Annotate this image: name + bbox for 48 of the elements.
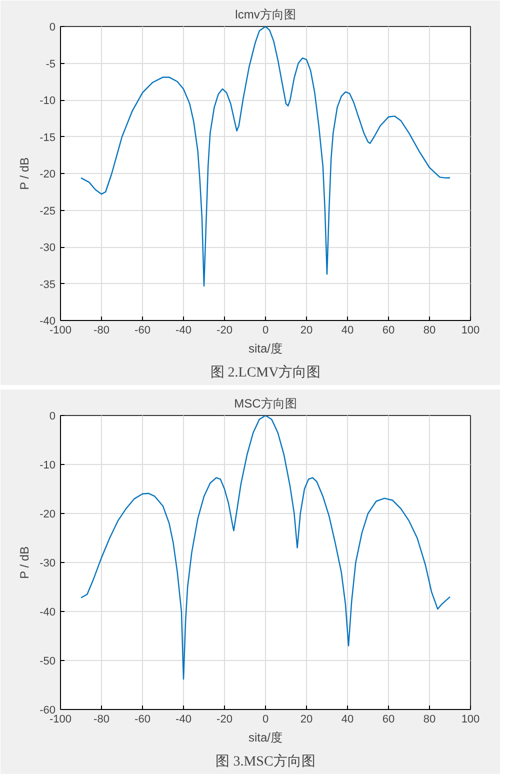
x-tick-label: -40	[176, 324, 192, 336]
y-tick-label: -35	[40, 278, 56, 291]
x-tick-label: 40	[341, 324, 354, 336]
y-tick-label: -10	[40, 95, 56, 107]
y-tick-label: 0	[49, 410, 56, 422]
y-tick-label: -30	[40, 242, 56, 254]
y-tick-label: -60	[40, 704, 56, 716]
y-tick-label: -15	[40, 132, 56, 144]
x-tick-label: 100	[461, 714, 480, 726]
x-tick-label: 60	[382, 714, 395, 726]
y-tick-label: -10	[40, 460, 56, 472]
y-axis-title: P / dB	[18, 157, 32, 190]
x-axis-title: sita/度	[248, 342, 283, 356]
x-tick-label: -60	[134, 324, 150, 336]
y-tick-label: -5	[46, 58, 56, 70]
chart-title: MSC方向图	[234, 396, 297, 410]
y-tick-label: -50	[40, 656, 56, 668]
x-tick-label: -100	[49, 714, 72, 726]
line-series	[80, 416, 451, 680]
y-tick-label: -25	[40, 205, 56, 218]
x-tick-label: 20	[300, 714, 313, 726]
y-tick-label: -40	[40, 606, 56, 618]
x-tick-label: -80	[94, 324, 110, 336]
y-tick-label: -40	[40, 316, 56, 328]
x-axis-title: sita/度	[248, 730, 283, 744]
x-tick-label: 0	[262, 324, 269, 336]
x-tick-label: 0	[262, 714, 269, 726]
x-tick-label: 100	[461, 324, 480, 336]
y-tick-label: -20	[40, 508, 56, 520]
x-tick-label: -20	[216, 714, 232, 726]
x-tick-label: 20	[300, 324, 313, 336]
x-tick-label: 80	[423, 324, 436, 336]
x-tick-label: -80	[94, 714, 110, 726]
x-tick-label: -40	[176, 714, 192, 726]
x-tick-label: 40	[341, 714, 354, 726]
y-tick-label: 0	[49, 22, 56, 34]
x-tick-label: -100	[49, 324, 72, 336]
x-tick-label: 60	[382, 324, 395, 336]
caption: 图 3.MSC方向图	[216, 754, 316, 770]
chart-title: lcmv方向图	[235, 8, 296, 22]
y-tick-label: -20	[40, 168, 56, 180]
x-tick-label: -60	[134, 714, 150, 726]
caption: 图 2.LCMV方向图	[210, 364, 321, 380]
x-tick-label: 80	[423, 714, 436, 726]
x-tick-label: -20	[216, 324, 232, 336]
y-tick-label: -30	[40, 558, 56, 570]
line-series	[80, 26, 451, 287]
y-axis-title: P / dB	[18, 546, 32, 579]
